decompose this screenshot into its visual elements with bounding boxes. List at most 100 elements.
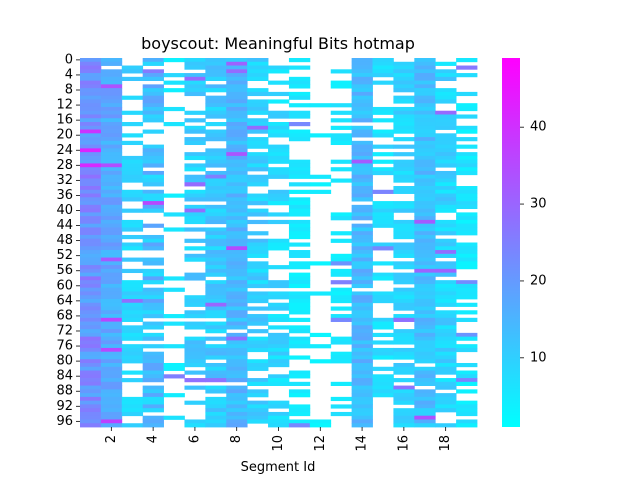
heatmap-cell <box>121 302 144 307</box>
heatmap-cell <box>247 159 269 164</box>
heatmap-cell <box>205 280 227 285</box>
heatmap-cell <box>330 216 353 221</box>
heatmap-cell <box>80 133 102 138</box>
heatmap-cell <box>309 344 332 349</box>
heatmap-cell <box>288 381 311 386</box>
heatmap-cell <box>456 411 478 417</box>
heatmap-cell <box>330 159 353 164</box>
heatmap-cell <box>393 201 415 206</box>
heatmap-cell <box>142 268 164 274</box>
heatmap-cell <box>80 186 102 191</box>
heatmap-cell <box>80 99 102 104</box>
heatmap-cell <box>184 355 206 360</box>
heatmap-cell <box>435 231 457 236</box>
heatmap-cell <box>121 298 144 304</box>
heatmap-cell <box>100 268 123 274</box>
heatmap-cell <box>414 178 436 183</box>
heatmap-cell <box>393 366 415 371</box>
heatmap-cell <box>268 219 290 225</box>
heatmap-cell <box>100 393 123 398</box>
heatmap-cell <box>226 140 248 146</box>
heatmap-cell <box>247 268 269 274</box>
heatmap-cell <box>456 250 478 255</box>
heatmap-cell <box>351 155 373 161</box>
heatmap-cell <box>100 80 123 85</box>
y-tick-label: 12 <box>56 98 73 113</box>
heatmap-cell <box>142 287 164 292</box>
heatmap-cell <box>414 174 436 179</box>
heatmap-cell <box>372 355 394 360</box>
heatmap-cell <box>247 152 269 157</box>
heatmap-cell <box>184 88 206 93</box>
heatmap-cell <box>435 408 457 413</box>
heatmap-cell <box>247 378 269 383</box>
heatmap-cell <box>268 344 290 349</box>
heatmap-cell <box>100 332 123 338</box>
heatmap-cell <box>435 201 457 206</box>
heatmap-cell <box>205 370 227 375</box>
heatmap-cell <box>435 246 457 251</box>
heatmap-cell <box>121 344 144 349</box>
heatmap-cell <box>268 314 290 319</box>
heatmap-cell <box>288 355 311 360</box>
heatmap-cell <box>351 73 373 78</box>
heatmap-cell <box>414 118 436 123</box>
heatmap-cell <box>100 69 123 74</box>
heatmap-cell <box>288 419 311 424</box>
heatmap-cell <box>351 152 373 157</box>
heatmap-cell <box>80 216 102 221</box>
heatmap-cell <box>351 351 373 356</box>
heatmap-cell <box>268 347 290 353</box>
heatmap-cell <box>414 411 436 417</box>
heatmap-cell <box>351 257 373 262</box>
heatmap-cell <box>205 408 227 413</box>
heatmap-cell <box>226 91 248 97</box>
heatmap-cell <box>247 137 269 142</box>
heatmap-cell <box>414 332 436 338</box>
heatmap-cell <box>414 336 436 341</box>
heatmap-cell <box>142 355 164 360</box>
heatmap-cell <box>184 73 206 78</box>
heatmap-cell <box>121 193 144 198</box>
heatmap-cell <box>393 99 415 104</box>
heatmap-cell <box>288 374 311 379</box>
heatmap-cell <box>226 163 248 168</box>
heatmap-cell <box>456 381 478 386</box>
heatmap-cell <box>351 265 373 270</box>
heatmap-cell <box>268 404 290 409</box>
heatmap-cell <box>121 197 144 202</box>
heatmap-cell <box>184 167 206 172</box>
heatmap-cell <box>393 144 415 149</box>
heatmap-cell <box>288 197 311 202</box>
heatmap-cell <box>226 317 248 322</box>
heatmap-cell <box>100 340 123 345</box>
heatmap-cell <box>435 253 457 258</box>
heatmap-cell <box>226 253 248 258</box>
heatmap-cell <box>100 216 123 221</box>
heatmap-cell <box>226 257 248 262</box>
heatmap-cell <box>121 227 144 232</box>
heatmap-cell <box>330 306 353 311</box>
heatmap-cell <box>435 385 457 390</box>
heatmap-cell <box>80 122 102 127</box>
heatmap-cell <box>351 423 373 428</box>
heatmap-cell <box>142 295 164 300</box>
heatmap-cell <box>288 423 311 428</box>
heatmap-cell <box>456 129 478 134</box>
heatmap-cell <box>288 234 311 240</box>
heatmap-cell <box>205 95 227 100</box>
heatmap-cell <box>205 174 227 179</box>
heatmap-cell <box>226 359 248 364</box>
heatmap-cell <box>184 362 206 368</box>
heatmap-cell <box>309 332 332 338</box>
heatmap-cell <box>205 163 227 168</box>
heatmap-cell <box>268 189 290 194</box>
heatmap-cell <box>435 423 457 428</box>
heatmap-cell <box>80 103 102 108</box>
heatmap-cell <box>100 114 123 119</box>
heatmap-cell <box>414 370 436 375</box>
heatmap-cell <box>247 393 269 398</box>
heatmap-cell <box>121 242 144 247</box>
heatmap-cell <box>226 231 248 236</box>
